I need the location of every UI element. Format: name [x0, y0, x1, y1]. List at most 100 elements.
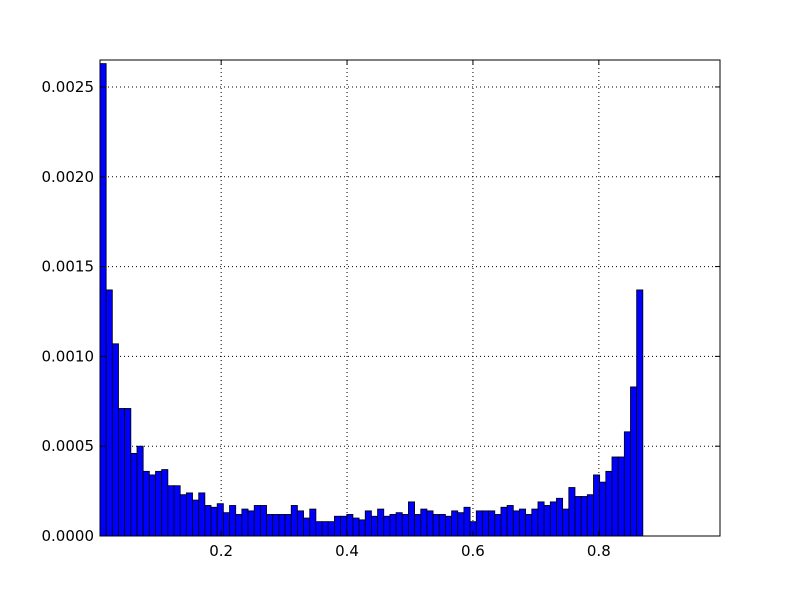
histogram-bar [494, 514, 502, 537]
histogram-bar [556, 497, 564, 537]
histogram-bar [537, 501, 545, 537]
histogram-bar [340, 515, 348, 537]
plot-frame [99, 59, 721, 537]
histogram-bar [167, 485, 175, 537]
histogram-bar [364, 510, 372, 537]
histogram-bar [593, 474, 601, 537]
histogram-bar [630, 386, 638, 537]
histogram-bar [278, 514, 286, 537]
histogram-bar [482, 510, 490, 537]
histogram-bar [222, 512, 230, 537]
histogram-bar [358, 519, 366, 537]
x-tick-label: 0.8 [587, 542, 611, 560]
histogram-bar [500, 506, 508, 537]
histogram-bar [531, 508, 539, 537]
histogram-bar [457, 512, 465, 537]
histogram-bar [266, 514, 274, 537]
histogram-bar [148, 474, 156, 537]
histogram-bar [525, 514, 533, 537]
histogram-bar [296, 510, 304, 537]
histogram-bar [599, 481, 607, 537]
histogram-bar [401, 514, 409, 537]
histogram-bar [124, 408, 132, 537]
axis-ticks [100, 60, 720, 537]
y-tick-label: 0.0010 [42, 347, 95, 365]
histogram-bar [259, 505, 267, 537]
histogram-bar [432, 514, 440, 537]
histogram-bar [574, 496, 582, 537]
histogram-bar [303, 517, 311, 537]
histogram-bar [284, 514, 292, 537]
histogram-bar [562, 508, 570, 537]
histogram-bar [229, 505, 237, 537]
x-tick-label: 0.4 [335, 542, 359, 560]
histogram-bar [568, 487, 576, 537]
y-tick-label: 0.0015 [42, 258, 95, 276]
histogram-bar [155, 470, 163, 537]
grid-lines [100, 60, 720, 536]
histogram-bar [130, 452, 138, 537]
histogram-bar [371, 515, 378, 537]
histogram-bar [611, 456, 619, 537]
histogram-bar [309, 508, 317, 537]
histogram-bar [549, 501, 557, 537]
histogram-bar [543, 505, 551, 537]
histogram-bar [617, 456, 625, 537]
histogram-bar [463, 506, 471, 537]
histogram-bar [235, 514, 243, 537]
histogram-bar [161, 469, 169, 537]
histogram-bar [519, 508, 527, 537]
histogram-bar [198, 492, 206, 537]
histogram-bar [247, 510, 255, 537]
histogram-bar [586, 494, 594, 537]
histogram-bar [99, 63, 107, 537]
x-tick-labels: 0.2 0.4 0.6 0.8 [209, 542, 611, 560]
histogram-bar [118, 408, 126, 537]
histogram-bar [173, 485, 181, 537]
y-tick-label: 0.0005 [42, 437, 95, 455]
histogram-bar [111, 343, 119, 537]
histogram-bar [488, 510, 496, 537]
y-tick-label: 0.0000 [42, 527, 95, 545]
histogram-bar [580, 496, 588, 537]
histogram-bar [636, 289, 644, 537]
histogram-bar [327, 521, 335, 537]
histogram-bar [389, 514, 397, 537]
histogram-bar [216, 503, 224, 537]
histogram-bar [204, 505, 212, 537]
histogram-bar [321, 521, 329, 537]
histogram-bars [99, 63, 644, 537]
histogram-bar [142, 470, 150, 537]
histogram-bar [451, 510, 459, 537]
histogram-bar [445, 515, 453, 537]
histogram-bar [253, 505, 261, 537]
histogram-bar [241, 508, 249, 537]
histogram-bar [383, 515, 391, 537]
x-tick-label: 0.6 [461, 542, 485, 560]
y-tick-label: 0.0025 [42, 78, 95, 96]
histogram-bar [605, 470, 613, 537]
histogram-bar [290, 505, 298, 537]
histogram-bar [179, 494, 187, 537]
histogram-bar [438, 514, 446, 537]
histogram-bar [408, 501, 415, 537]
histogram-bar [346, 514, 354, 537]
histogram-bar [623, 431, 631, 537]
histogram-bar [414, 514, 422, 537]
histogram-bar [272, 514, 280, 537]
histogram-bar [136, 445, 144, 537]
histogram-bar [475, 510, 483, 537]
histogram-bar [426, 510, 434, 537]
histogram-bar [395, 512, 403, 537]
histogram-bar [105, 289, 113, 537]
y-tick-labels: 0.0000 0.0005 0.0010 0.0015 0.0020 0.0025 [42, 78, 95, 545]
histogram-bar [420, 508, 428, 537]
histogram-bar [192, 499, 200, 537]
histogram-bar [185, 492, 193, 537]
histogram-bar [506, 505, 514, 537]
y-tick-label: 0.0020 [42, 168, 95, 186]
histogram-bar [352, 517, 360, 537]
histogram-bar [334, 515, 341, 537]
histogram-bar [315, 521, 323, 537]
